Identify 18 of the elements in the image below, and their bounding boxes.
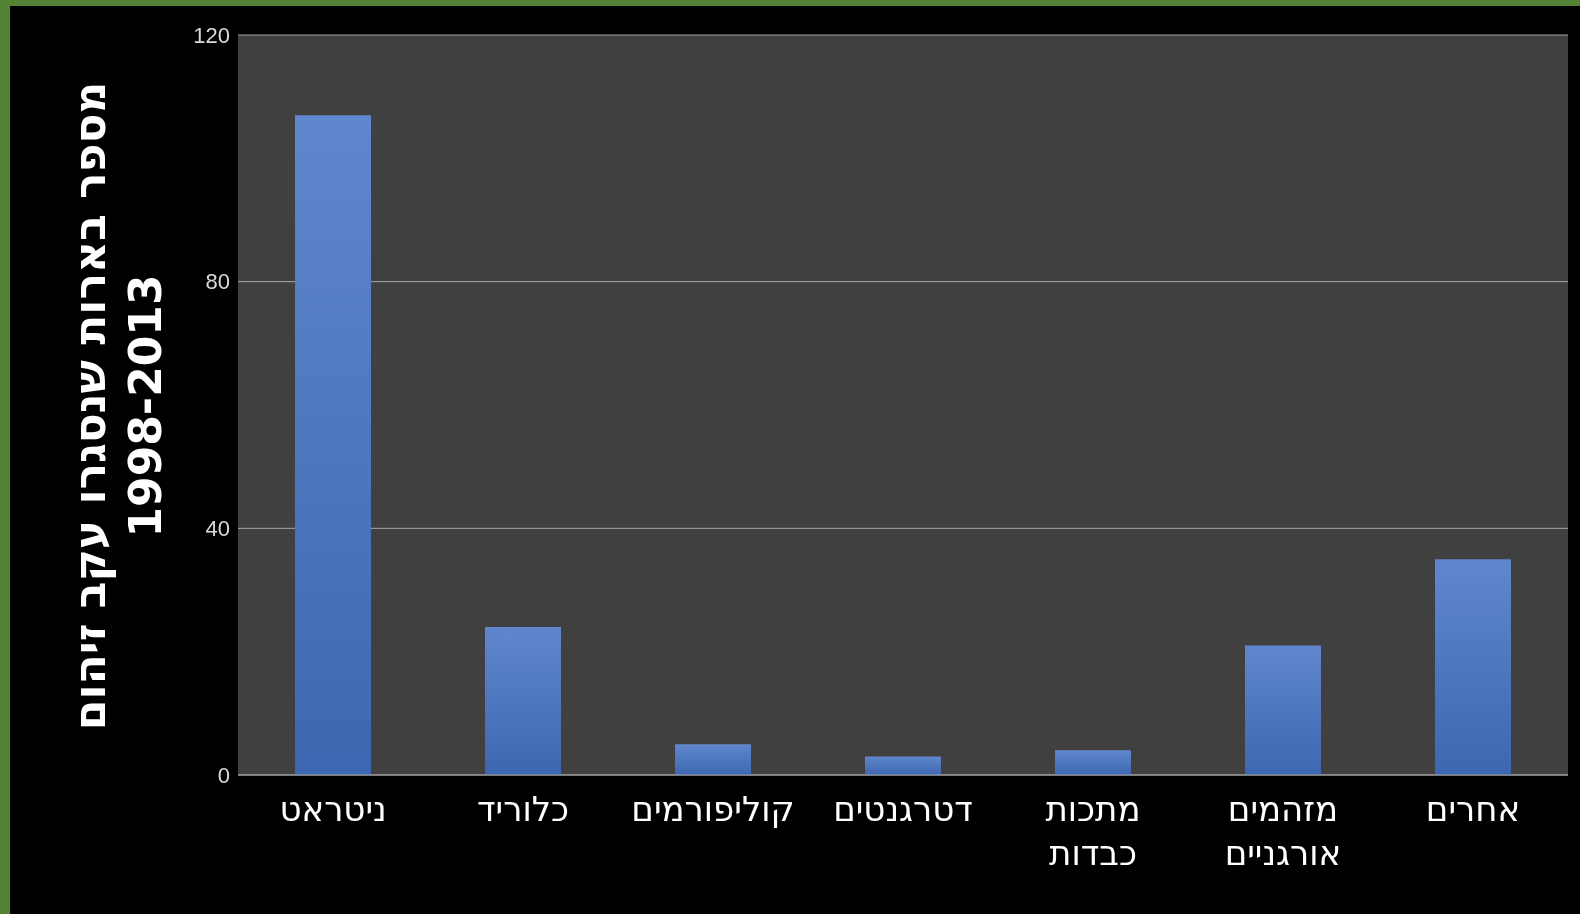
x-tick-label: כלוריד xyxy=(477,789,569,829)
x-tick-label: קוליפורמים xyxy=(631,789,795,829)
x-tick-label: ניטראט xyxy=(279,789,387,829)
bar xyxy=(1435,559,1511,775)
bar xyxy=(865,756,941,775)
x-tick-label: מתכות כבדות xyxy=(1045,789,1141,873)
bar xyxy=(1245,645,1321,775)
y-tick-label: 80 xyxy=(205,269,230,295)
bar xyxy=(485,627,561,775)
bar xyxy=(295,115,371,775)
y-tick-label: 40 xyxy=(205,516,230,542)
x-tick-label: מזהמים אורגניים xyxy=(1224,789,1342,873)
y-tick-label: 0 xyxy=(217,762,230,788)
bar xyxy=(675,744,751,775)
x-tick-label: דטרגנטים xyxy=(833,789,973,829)
x-tick-label: אחרים xyxy=(1425,789,1521,829)
y-tick-label: 120 xyxy=(193,22,230,48)
bar xyxy=(1055,750,1131,775)
